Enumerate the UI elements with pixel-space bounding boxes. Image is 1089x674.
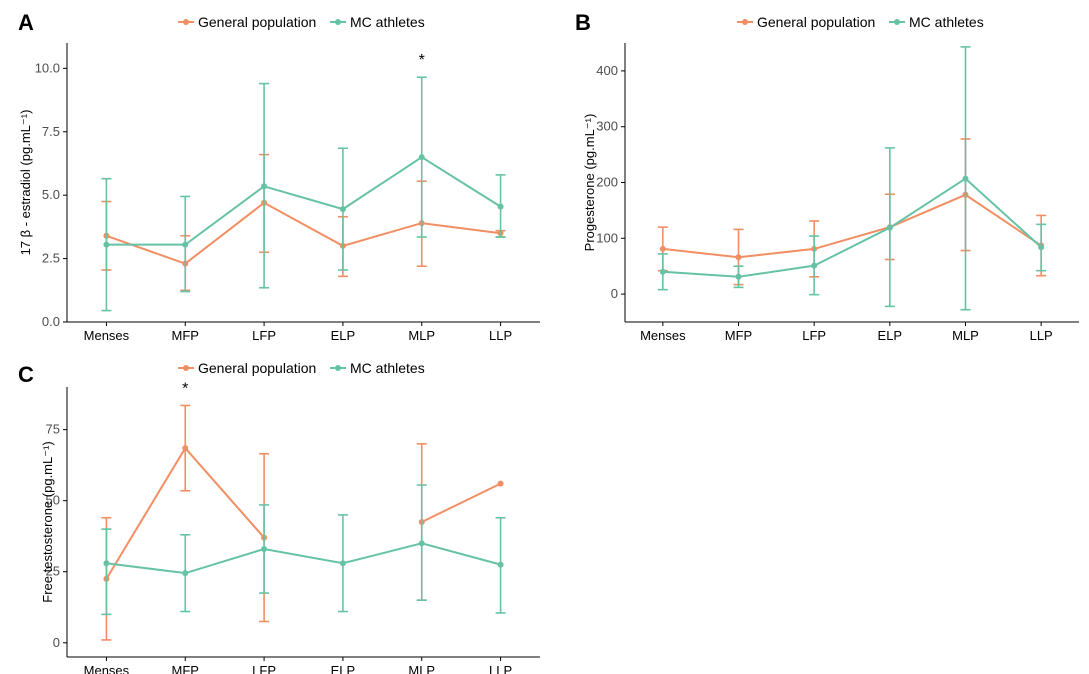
panel-letter: A xyxy=(18,10,34,35)
y-tick-label: 0 xyxy=(611,286,618,301)
series-line xyxy=(106,201,501,265)
y-tick-label: 7.5 xyxy=(42,124,60,139)
y-tick-label: 2.5 xyxy=(42,251,60,266)
x-tick-label: Menses xyxy=(84,328,130,343)
x-tick-label: ELP xyxy=(878,328,903,343)
data-point xyxy=(497,480,504,487)
x-tick-label: MLP xyxy=(408,328,435,343)
series-line xyxy=(106,542,501,575)
data-point xyxy=(418,540,425,547)
significance-marker: * xyxy=(182,380,188,397)
x-tick-label: MFP xyxy=(172,663,199,674)
data-point xyxy=(1038,244,1045,251)
data-point xyxy=(418,154,425,161)
data-point xyxy=(339,206,346,213)
x-tick-label: LFP xyxy=(252,328,276,343)
panel-a: A General population MC athletes 0.0 2.5 5.0 7… xyxy=(18,10,540,343)
data-point xyxy=(962,175,969,182)
legend-marker-athletes xyxy=(335,365,341,371)
x-tick-label: MFP xyxy=(725,328,752,343)
panel-c: C General population MC athletes 0 25 50 75 Men… xyxy=(18,360,540,674)
legend: General population MC athletes xyxy=(178,14,425,30)
series-line xyxy=(421,482,502,523)
legend-label-athletes: MC athletes xyxy=(350,14,425,30)
y-tick-label: 0 xyxy=(53,635,60,650)
data-point xyxy=(103,560,110,567)
x-tick-label: MLP xyxy=(952,328,979,343)
series-general xyxy=(101,153,506,292)
y-tick-label: 300 xyxy=(596,119,618,134)
panel-letter: B xyxy=(575,10,591,35)
series-line xyxy=(662,193,1042,259)
panel-letter: C xyxy=(18,362,34,387)
panel-b: B General population MC athletes 0 100 200 300… xyxy=(575,10,1079,343)
legend-marker-athletes xyxy=(894,19,900,25)
data-point xyxy=(497,561,504,568)
data-point xyxy=(182,445,189,452)
legend-marker-general xyxy=(183,365,189,371)
series-athletes xyxy=(657,46,1047,311)
data-point xyxy=(886,224,893,231)
x-tick-label: LFP xyxy=(252,663,276,674)
data-point xyxy=(261,183,268,190)
data-point xyxy=(735,254,742,261)
data-point xyxy=(103,241,110,248)
data-point xyxy=(182,570,189,577)
x-tick-label: Menses xyxy=(640,328,686,343)
legend-label-athletes: MC athletes xyxy=(350,360,425,376)
legend-label-general: General population xyxy=(198,14,316,30)
legend-label-general: General population xyxy=(198,360,316,376)
y-tick-label: 25 xyxy=(46,564,60,579)
x-tick-label: Menses xyxy=(84,663,130,674)
series-athletes xyxy=(101,484,506,616)
y-tick-label: 400 xyxy=(596,63,618,78)
x-tick-label: ELP xyxy=(331,663,356,674)
legend: General population MC athletes xyxy=(737,14,984,30)
y-tick-label: 200 xyxy=(596,175,618,190)
legend-label-athletes: MC athletes xyxy=(909,14,984,30)
y-tick-label: 100 xyxy=(596,230,618,245)
y-tick-label: 0.0 xyxy=(42,314,60,329)
data-point xyxy=(811,262,818,269)
data-point xyxy=(182,241,189,248)
legend: General population MC athletes xyxy=(178,360,425,376)
data-point xyxy=(659,268,666,275)
series-line xyxy=(106,155,502,246)
series-athletes xyxy=(101,76,506,312)
x-tick-label: LLP xyxy=(489,328,512,343)
significance-marker: * xyxy=(419,52,425,69)
series-line xyxy=(662,177,1042,278)
y-axis-title: Progesterone (pg.mL⁻¹) xyxy=(582,114,597,252)
y-tick-label: 50 xyxy=(46,493,60,508)
legend-marker-athletes xyxy=(335,19,341,25)
legend-marker-general xyxy=(742,19,748,25)
x-tick-label: MLP xyxy=(408,663,435,674)
series-general xyxy=(657,138,1047,286)
y-axis-title: Free testosterone (pg.mL⁻¹) xyxy=(40,441,55,602)
data-point xyxy=(497,203,504,210)
x-tick-label: LLP xyxy=(489,663,512,674)
data-point xyxy=(339,560,346,567)
x-tick-label: LLP xyxy=(1030,328,1053,343)
data-point xyxy=(735,273,742,280)
y-tick-label: 10.0 xyxy=(35,60,60,75)
y-axis-title: 17 β - estradiol (pg.mL⁻¹) xyxy=(18,110,33,256)
x-tick-label: LFP xyxy=(802,328,826,343)
x-tick-label: MFP xyxy=(172,328,199,343)
legend-label-general: General population xyxy=(757,14,875,30)
x-tick-label: ELP xyxy=(331,328,356,343)
legend-marker-general xyxy=(183,19,189,25)
series-general xyxy=(101,404,504,641)
data-point xyxy=(261,546,268,552)
y-tick-label: 5.0 xyxy=(42,187,60,202)
data-point xyxy=(659,245,666,252)
y-tick-label: 75 xyxy=(46,422,60,437)
